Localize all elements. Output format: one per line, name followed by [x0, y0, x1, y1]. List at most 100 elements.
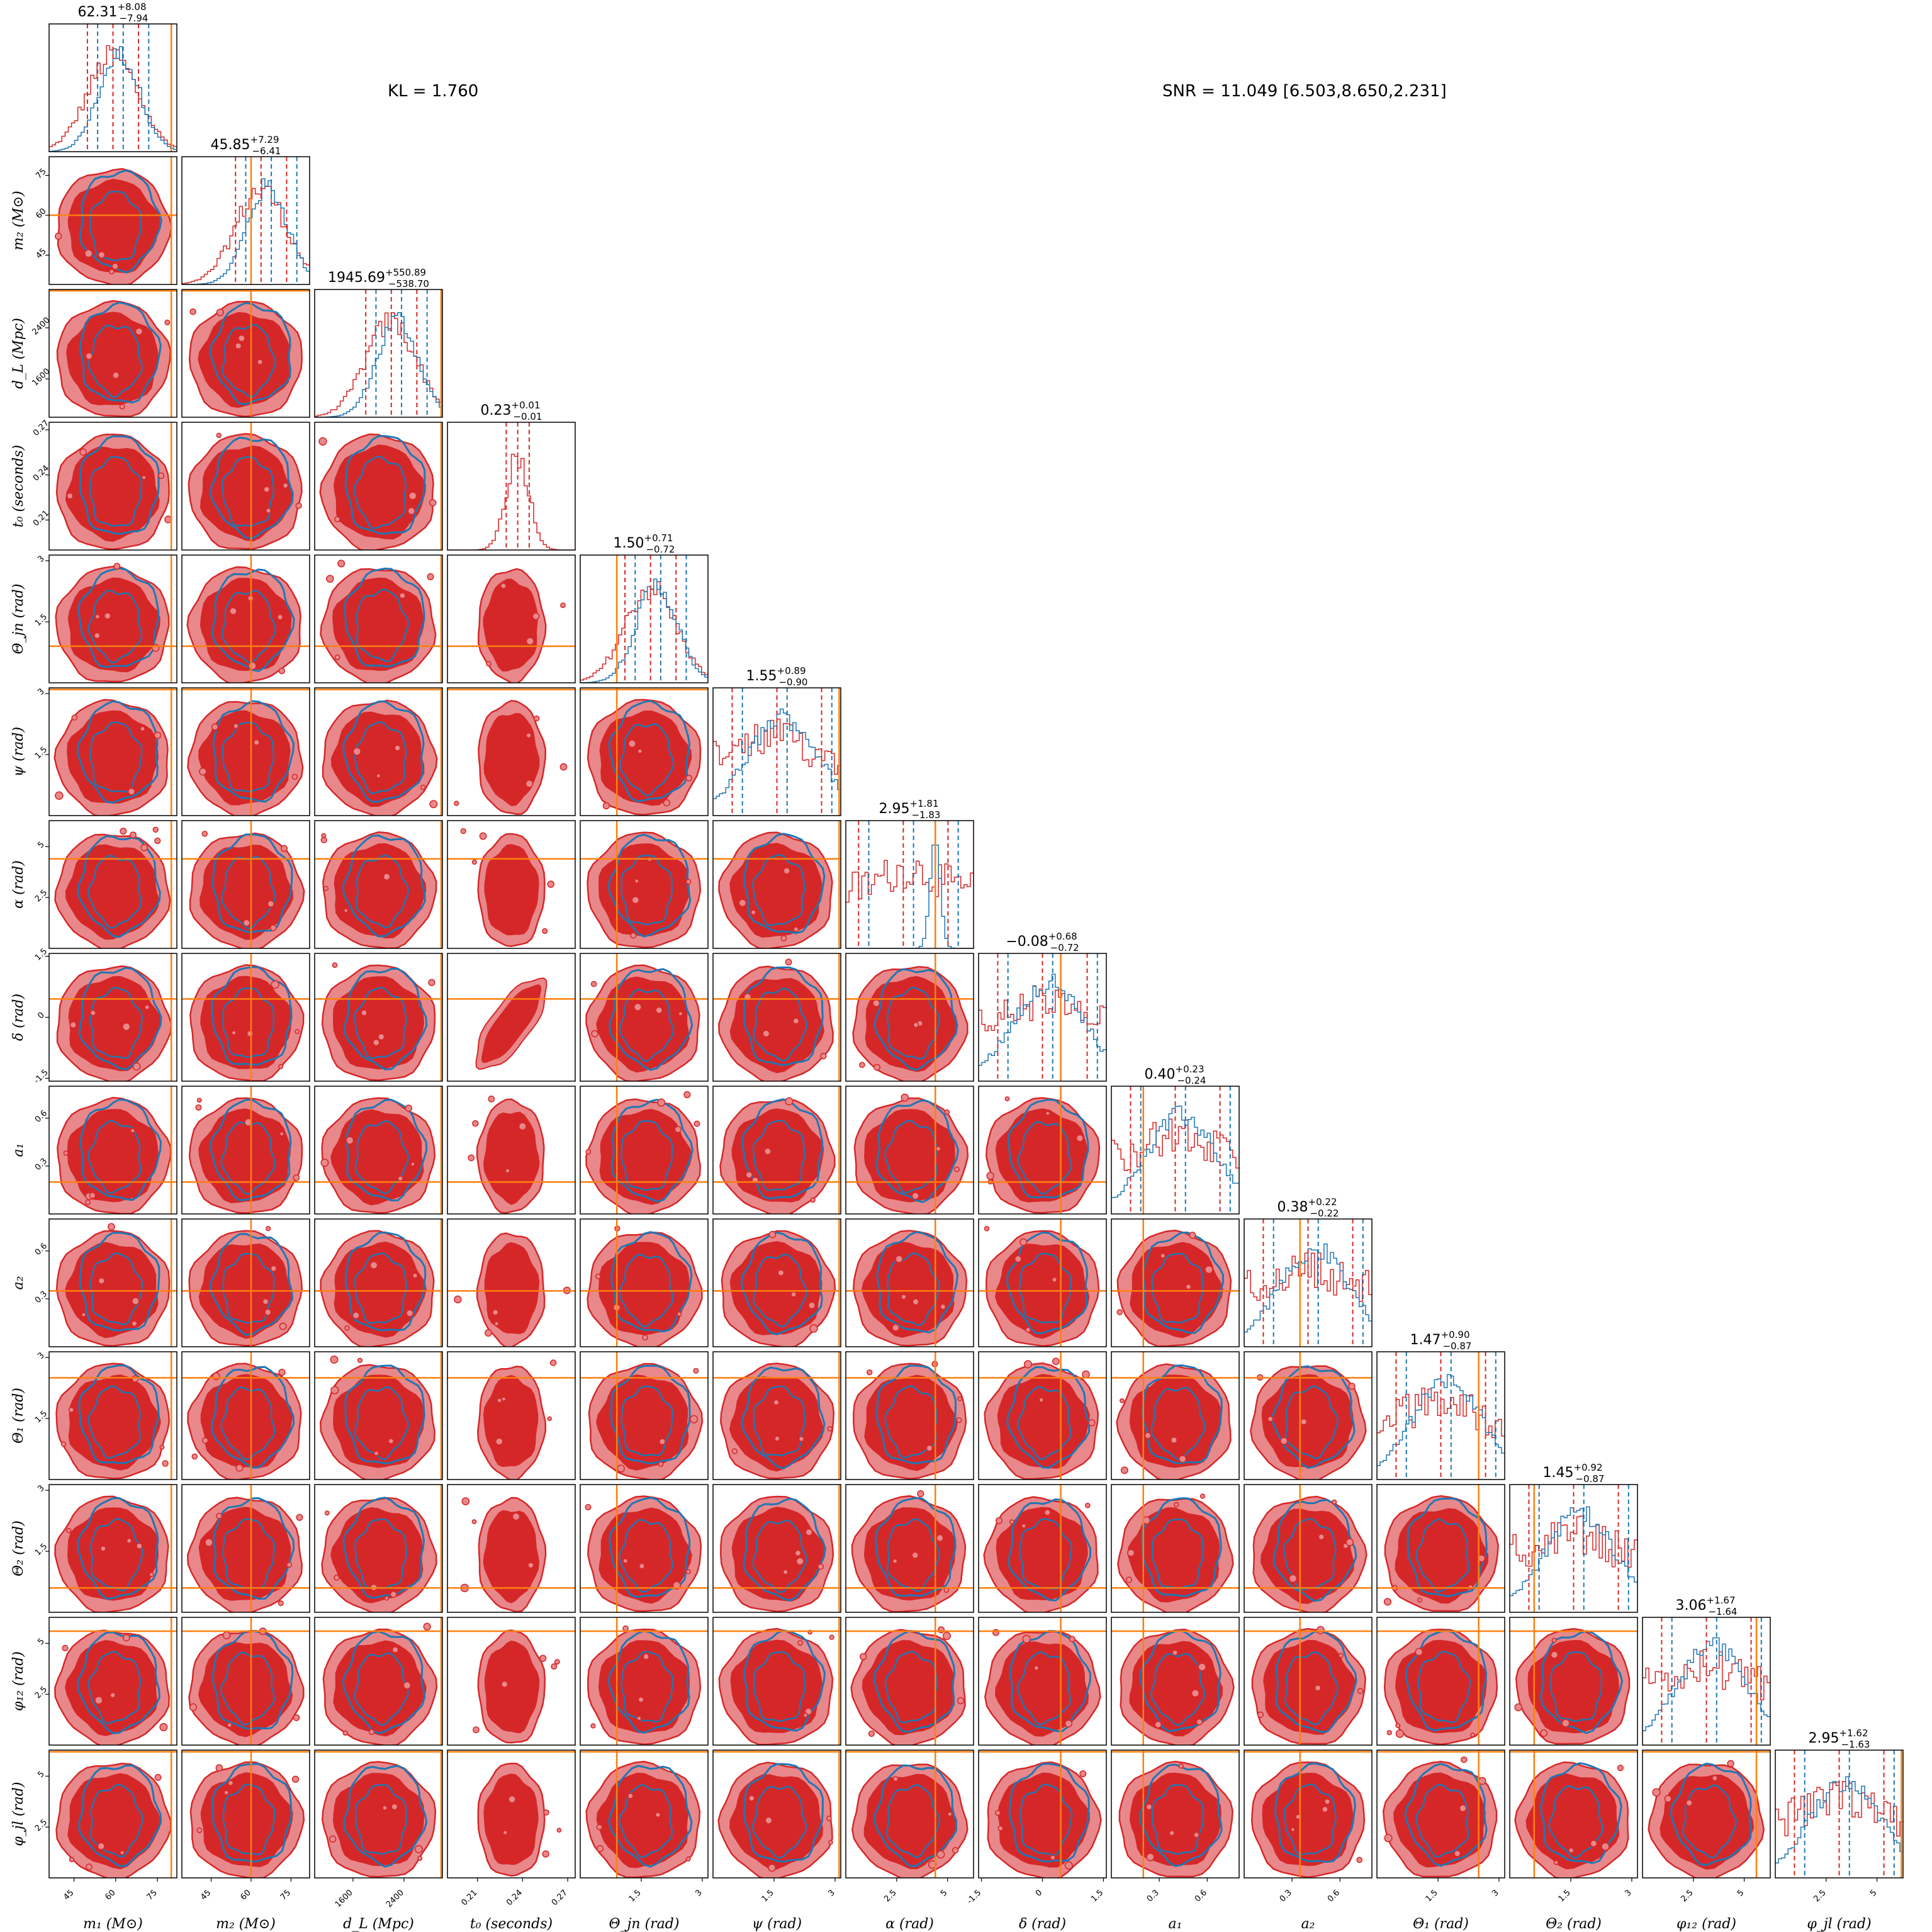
panel-13-12	[1642, 1749, 1771, 1879]
contour-island-12-10-0	[1470, 1733, 1475, 1738]
contour-blue-8-5	[741, 1098, 824, 1200]
contour-island-7-4-4	[678, 1011, 683, 1016]
contour-island-9-3-1	[454, 1295, 462, 1304]
panel-frame-11-10	[1376, 1484, 1505, 1613]
contour-island-6-3-4	[460, 828, 466, 834]
contour-inner-10-2	[332, 1374, 425, 1468]
contour-blue-5-4	[608, 700, 691, 802]
panel-frame-10-5	[712, 1351, 841, 1480]
contour-island-9-8-2	[1116, 1309, 1123, 1315]
panel-1-1	[181, 156, 310, 285]
contour-island-13-11-0	[1617, 1765, 1624, 1772]
contour-island-3-2-1	[408, 491, 417, 500]
panel-9-4	[580, 1218, 709, 1347]
contour-island-8-3-1	[518, 1122, 527, 1131]
panel-frame-7-5	[712, 953, 841, 1082]
contour-island-10-0-0	[159, 1444, 165, 1450]
contour-blue-inner-4-0	[87, 590, 143, 664]
panel-frame-8-1	[181, 1086, 310, 1215]
contour-blue-inner-10-8	[1150, 1386, 1206, 1461]
contour-island-12-1-1	[222, 1631, 231, 1639]
ytick-13-0: 2.5	[33, 1817, 49, 1833]
contour-island-10-8-3	[1120, 1398, 1125, 1403]
contour-island-10-2-1	[330, 1386, 339, 1395]
contour-island-8-5-2	[810, 1197, 816, 1203]
contour-island-9-1-2	[266, 1226, 271, 1232]
title-11: 1.45+0.92 −0.87	[1543, 1462, 1605, 1485]
panel-frame-12-3	[447, 1617, 576, 1746]
contour-island-6-2-4	[383, 873, 391, 881]
panel-11-6	[845, 1484, 974, 1613]
contour-island-11-9-0	[1318, 1533, 1325, 1541]
contour-island-3-1-1	[263, 486, 270, 493]
contour-island-6-0-4	[120, 828, 127, 835]
contour-inner-9-6	[862, 1241, 955, 1338]
xtick-3-0: 0.21	[460, 1888, 480, 1907]
contour-inner-4-3	[483, 578, 539, 672]
panel-frame-2-0	[48, 289, 177, 418]
contour-island-10-3-2	[549, 1359, 557, 1366]
contour-island-12-6-0	[860, 1653, 867, 1661]
contour-island-13-12-0	[1652, 1788, 1661, 1797]
panel-frame-9-3	[447, 1218, 576, 1347]
panel-10-2	[314, 1351, 443, 1480]
contour-inner-12-3	[484, 1640, 540, 1734]
contour-blue-inner-5-1	[222, 721, 275, 793]
title-1: 45.85+7.29 −6.41	[211, 134, 281, 157]
contour-blue-inner-11-2	[354, 1518, 408, 1589]
panel-frame-9-6	[845, 1218, 974, 1347]
ylabel-13: φ_jl (rad)	[11, 1782, 26, 1846]
panel-frame-8-3	[447, 1086, 576, 1215]
contour-island-5-3-4	[533, 715, 540, 722]
contour-blue-inner-6-5	[751, 853, 806, 926]
ytick-4-1: 3	[36, 554, 46, 564]
contour-island-9-2-3	[412, 1272, 418, 1279]
ylabel-3: t₀ (seconds)	[11, 445, 26, 527]
contour-island-3-0-4	[157, 472, 165, 479]
contour-inner-12-4	[598, 1640, 690, 1734]
xtick-6-1: 5	[939, 1888, 949, 1898]
contour-island-8-6-0	[935, 1146, 941, 1152]
ytick-7-1: 0	[36, 1011, 46, 1021]
panel-frame-10-3	[447, 1351, 576, 1480]
contour-island-13-0-1	[154, 1773, 162, 1781]
contour-blue-10-2	[344, 1364, 425, 1464]
contour-island-7-0-3	[122, 1022, 131, 1031]
contour-blue-inner-3-0	[89, 456, 142, 527]
contour-island-11-1-4	[216, 1512, 223, 1519]
xtick-2-0: 1600	[334, 1888, 355, 1909]
contour-island-2-0-2	[135, 327, 143, 335]
contour-island-8-5-1	[745, 1171, 753, 1179]
contour-blue-inner-9-6	[886, 1252, 940, 1327]
contour-island-9-3-2	[494, 1321, 500, 1327]
xlabel-9: a₂	[1301, 1916, 1315, 1932]
contour-blue-13-0	[78, 1764, 162, 1867]
contour-blue-inner-12-4	[621, 1651, 674, 1722]
contour-island-13-0-0	[69, 1856, 75, 1863]
contour-island-11-2-4	[334, 1575, 340, 1581]
contour-island-13-5-4	[828, 1839, 833, 1845]
contour-island-9-5-4	[777, 1269, 785, 1276]
title-0: 62.31+8.08 −7.94	[78, 1, 149, 24]
contour-island-9-6-1	[912, 1298, 919, 1306]
contour-island-13-0-3	[97, 1842, 105, 1850]
xtick-13-1: 5	[1868, 1888, 1879, 1898]
contour-island-11-5-0	[795, 1557, 804, 1566]
ytick-9-1: 0.6	[33, 1242, 49, 1257]
contour-inner-6-2	[334, 843, 427, 939]
contour-island-10-7-1	[1052, 1357, 1060, 1366]
contour-island-10-7-4	[1038, 1397, 1044, 1403]
panel-frame-5-4	[580, 687, 709, 816]
panel-5-3	[447, 687, 576, 816]
panel-10-8	[1111, 1351, 1240, 1480]
contour-island-2-1-1	[189, 308, 196, 315]
contour-island-10-9-0	[1267, 1415, 1274, 1422]
xtick-1-0: 45	[199, 1888, 213, 1902]
contour-island-12-0-4	[123, 1634, 130, 1642]
contour-blue-inner-11-0	[89, 1518, 143, 1592]
ytick-3-1: 0.24	[31, 464, 51, 483]
contour-island-12-7-1	[1022, 1634, 1031, 1644]
contour-island-9-6-0	[901, 1294, 907, 1300]
ylabel-1: m₂ (M⊙)	[11, 191, 26, 250]
histogram-red-3	[447, 454, 575, 550]
